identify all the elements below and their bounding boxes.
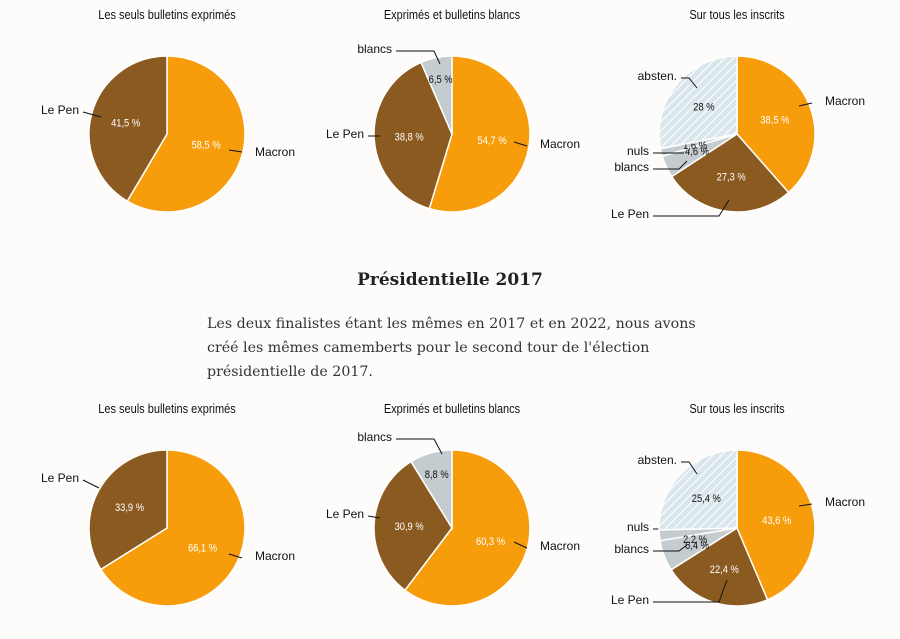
pie-slice-lepen: [373, 460, 453, 592]
slice-value-label: 60,3 %: [476, 536, 505, 548]
slice-value-label: 58,5 %: [192, 140, 221, 152]
leader-line: [681, 77, 698, 89]
slice-category-label: Macron: [255, 145, 295, 159]
slice-category-label: Le Pen: [41, 471, 79, 485]
slice-value-label: 25,4 %: [692, 493, 721, 505]
pie-slice-blancs: [410, 449, 453, 531]
leader-line: [653, 160, 688, 170]
pie-slice-absten: [658, 449, 738, 531]
slice-value-label: 28 %: [693, 102, 714, 114]
slice-category-label: absten.: [638, 453, 677, 467]
slice-category-label: absten.: [638, 69, 677, 83]
chart-title: Les seuls bulletins exprimés: [98, 402, 236, 416]
leader-line: [82, 479, 100, 489]
slice-value-label: 41,5 %: [111, 118, 140, 130]
pie-slice-blancs: [420, 55, 453, 135]
slice-category-label: Macron: [825, 94, 865, 108]
slice-value-label: 38,8 %: [395, 132, 424, 144]
slice-category-label: Le Pen: [41, 103, 79, 117]
pie-slice-macron: [736, 449, 816, 601]
leader-line: [513, 141, 528, 147]
leader-line: [82, 111, 102, 118]
leader-line: [228, 149, 243, 153]
slice-category-label: Le Pen: [326, 127, 364, 141]
slice-category-label: Macron: [255, 549, 295, 563]
leader-line: [513, 541, 528, 549]
pie-chart-bottom-registered: 43,6 % Macron 22,4 % Le Pen 6,4 % blancs 2,2 %…: [611, 449, 865, 607]
pie-slice-absten: [658, 55, 738, 150]
pie-slice-lepen: [88, 55, 168, 203]
slice-value-label: 54,7 %: [478, 135, 507, 147]
leader-line: [798, 102, 813, 107]
chart-title: Sur tous les inscrits: [689, 402, 785, 416]
pie-chart-bottom-blank: 60,3 % Macron 30,9 % Le Pen 8,8 % blancs: [326, 430, 580, 607]
section-2022: Les seuls bulletins exprimés 58,5 % Macro…: [0, 0, 900, 240]
slice-category-label: Macron: [825, 495, 865, 509]
slice-value-label: 22,4 %: [710, 564, 739, 576]
pie-slice-lepen: [373, 61, 453, 210]
leader-line: [367, 515, 381, 519]
leader-line: [396, 438, 443, 455]
slice-category-label: blancs: [614, 160, 649, 174]
leader-line: [798, 503, 813, 507]
slice-category-label: blancs: [614, 542, 649, 556]
slice-category-label: nuls: [627, 144, 649, 158]
pie-chart-bottom-expressed: 66,1 % Macron 33,9 % Le Pen: [41, 449, 295, 607]
section-heading: Présidentielle 2017: [357, 270, 543, 290]
pie-slice-macron: [99, 449, 246, 607]
chart-title: Exprimés et bulletins blancs: [383, 402, 521, 416]
slice-value-label: 27,3 %: [717, 172, 746, 184]
slice-category-label: blancs: [357, 42, 392, 56]
slice-category-label: Le Pen: [611, 207, 649, 221]
slice-value-label: 4,6 %: [685, 146, 709, 158]
chart-title: Exprimés et bulletins blancs: [383, 8, 521, 22]
slice-category-label: Le Pen: [611, 593, 649, 607]
leader-line: [228, 553, 243, 559]
slice-value-label: 2,2 %: [683, 534, 707, 546]
chart-title: Les seuls bulletins exprimés: [98, 8, 236, 22]
slice-category-label: Macron: [540, 539, 580, 553]
slice-category-label: blancs: [357, 430, 392, 444]
pie-chart-top-blank: 54,7 % Macron 38,8 % Le Pen 6,5 % blancs: [326, 42, 580, 213]
intro-paragraph: Les deux finalistes étant les mêmes en 2…: [207, 316, 696, 380]
pie-chart-top-registered: 38,5 % Macron 27,3 % Le Pen 4,6 % blancs 1,6 %…: [611, 55, 865, 221]
pie-slice-lepen: [670, 133, 790, 213]
chart-title: Sur tous les inscrits: [689, 8, 785, 22]
slice-category-label: Macron: [540, 137, 580, 151]
slice-value-label: 8,8 %: [425, 469, 449, 481]
slice-value-label: 33,9 %: [115, 503, 144, 515]
pie-slice-lepen: [88, 449, 168, 571]
pie-slice-macron: [736, 55, 816, 194]
slice-value-label: 1,6 %: [683, 140, 707, 152]
slice-category-label: Le Pen: [326, 507, 364, 521]
slice-value-label: 30,9 %: [395, 521, 424, 533]
pie-chart-top-expressed: 58,5 % Macron 41,5 % Le Pen: [41, 55, 295, 213]
slice-value-label: 43,6 %: [762, 515, 791, 527]
leader-line: [653, 544, 688, 552]
slice-category-label: nuls: [627, 520, 649, 534]
slice-value-label: 66,1 %: [188, 543, 217, 555]
leader-line: [396, 50, 441, 65]
leader-line: [653, 199, 730, 217]
leader-line: [653, 579, 728, 603]
slice-value-label: 6,4 %: [685, 540, 709, 552]
section-2017: Les seuls bulletins exprimés 66,1 % Macro…: [0, 394, 900, 639]
leader-line: [681, 461, 698, 475]
slice-value-label: 6,5 %: [429, 74, 453, 86]
slice-value-label: 38,5 %: [760, 115, 789, 127]
pie-slice-macron: [403, 449, 531, 607]
pie-slice-macron: [126, 55, 246, 213]
pie-slice-macron: [428, 55, 531, 213]
